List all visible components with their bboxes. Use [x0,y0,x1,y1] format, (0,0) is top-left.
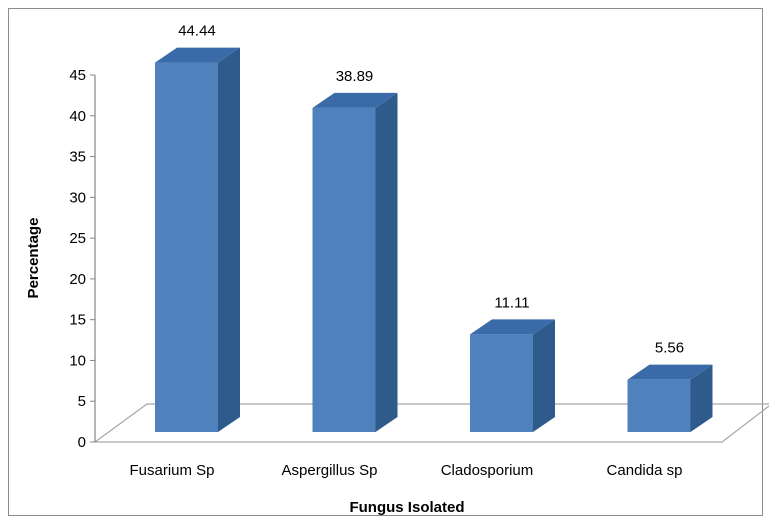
data-label: 5.56 [655,340,684,357]
y-tick-label: 10 [69,352,86,369]
chart-floor [94,403,770,443]
x-tick-label: Fusarium Sp [129,462,214,479]
bar-side [218,47,240,433]
bar-top [627,364,713,380]
x-axis-title: Fungus Isolated [349,499,464,516]
x-tick-label: Cladosporium [441,462,534,479]
y-tick-label: 0 [78,434,86,451]
y-axis-title: Percentage [25,218,42,299]
y-axis: 0 5 10 15 20 25 30 35 40 45 [69,67,96,451]
bar [155,62,218,433]
y-tick-label: 25 [69,230,86,247]
bar-group: 5.56 [627,340,713,432]
x-axis-labels: Fusarium Sp Aspergillus Sp Cladosporium Can… [129,462,682,479]
y-tick-label: 20 [69,271,86,288]
bar-side [690,364,713,432]
bar [627,379,691,432]
bar [312,107,376,432]
x-tick-label: Candida sp [607,462,683,479]
y-tick-label: 35 [69,149,86,166]
floor-front-edge [95,405,770,443]
bar-group: 38.89 [312,68,398,432]
y-tick-label: 15 [69,312,86,329]
bar-side [375,92,398,432]
x-tick-label: Aspergillus Sp [282,462,378,479]
data-label: 44.44 [178,23,216,40]
bar-group: 44.44 [155,23,240,433]
y-tick-label: 5 [78,393,86,410]
data-label: 11.11 [494,294,529,311]
y-tick-label: 30 [69,189,86,206]
y-tick-label: 40 [69,108,86,125]
data-label: 38.89 [336,68,374,85]
bar-top [470,319,555,335]
bar-top [155,47,240,63]
bar [470,334,533,432]
bar-top [312,92,398,108]
bar-group: 11.11 [470,294,555,432]
y-tick-label: 45 [69,67,86,84]
bar-side [533,319,555,432]
bars: 44.44 38.89 11.11 5.56 [155,23,713,433]
floor-back-edge [94,403,769,443]
